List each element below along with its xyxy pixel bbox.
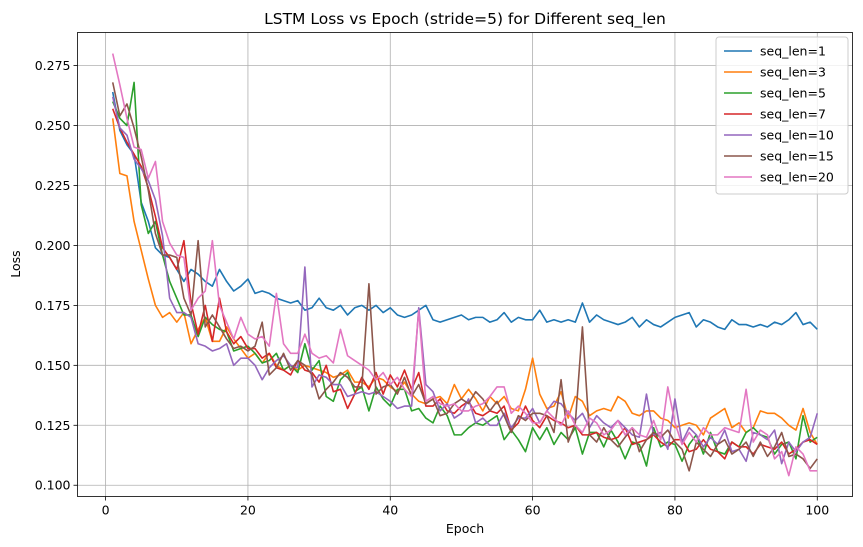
- chart-title: LSTM Loss vs Epoch (stride=5) for Differ…: [264, 10, 666, 29]
- x-axis-label: Epoch: [446, 521, 484, 536]
- x-tick-label: 40: [382, 503, 398, 518]
- series-line-3: [111, 81, 818, 467]
- y-axis-label: Loss: [8, 250, 23, 277]
- y-tick-label: 0.100: [35, 478, 71, 493]
- y-tick-label: 0.150: [35, 358, 71, 373]
- series-line-4: [111, 108, 818, 460]
- x-tick-label: 60: [525, 503, 541, 518]
- y-tick-label: 0.125: [35, 418, 71, 433]
- legend-label: seq_len=10: [760, 128, 834, 143]
- legend: seq_len=1 seq_len=3 seq_len=5 seq_len=7 seq_…: [715, 36, 849, 195]
- series-lines: [111, 53, 819, 477]
- legend-label: seq_len=3: [760, 65, 826, 80]
- y-tick-label: 0.250: [35, 118, 71, 133]
- y-tick-label: 0.275: [35, 58, 71, 73]
- plot-frame: [77, 32, 853, 497]
- legend-box: [715, 36, 849, 195]
- legend-label: seq_len=7: [760, 107, 826, 122]
- y-tick-label: 0.200: [35, 238, 71, 253]
- x-tick-label: 80: [667, 503, 683, 518]
- y-tick-label: 0.225: [35, 178, 71, 193]
- y-tick-label: 0.175: [35, 298, 71, 313]
- legend-label: seq_len=20: [760, 170, 834, 185]
- series-line-5: [111, 96, 819, 465]
- series-line-6: [111, 82, 818, 472]
- legend-label: seq_len=15: [760, 149, 834, 164]
- legend-label: seq_len=5: [760, 86, 826, 101]
- x-tick-label: 20: [240, 503, 256, 518]
- legend-label: seq_len=1: [760, 44, 826, 59]
- series-line-7: [111, 53, 818, 477]
- x-tick-label: 100: [805, 503, 829, 518]
- x-tick-label: 0: [102, 503, 110, 518]
- series-line-2: [111, 118, 818, 445]
- series-line-1: [111, 91, 818, 331]
- axis-ticks: 0 20 40 60 80 100 0.100 0.125 0.150 0.175 0.200 0.2…: [35, 58, 830, 517]
